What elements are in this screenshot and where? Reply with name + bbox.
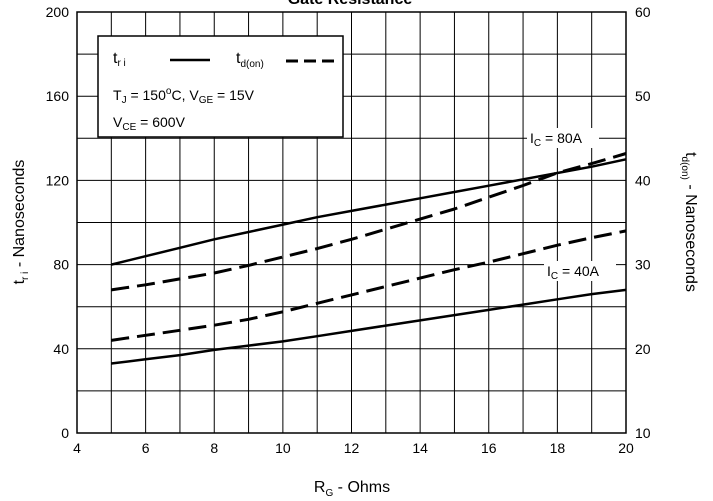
y-right-tick-label: 40 bbox=[635, 172, 651, 188]
series-line-tri-ic-40a bbox=[111, 288, 627, 365]
y-right-tick-label: 10 bbox=[635, 425, 651, 441]
y-right-tick-label: 30 bbox=[635, 257, 651, 273]
x-tick-label: 14 bbox=[412, 440, 428, 456]
series-line-tri-ic-80a bbox=[111, 158, 627, 266]
chart-title: Gate Resistance bbox=[288, 0, 413, 8]
series-line-tdon-ic-80a bbox=[111, 152, 627, 292]
plot-frame bbox=[76, 11, 627, 434]
x-tick-label: 12 bbox=[344, 440, 360, 456]
y-right-tick-label: 60 bbox=[635, 4, 651, 20]
x-tick-label: 8 bbox=[210, 440, 218, 456]
legend: tr i td(on) TJ = 150oC, VGE = 15V VCE = … bbox=[97, 35, 344, 138]
series-line-tdon-ic-40a bbox=[111, 229, 627, 342]
y-right-axis-label: td(on) - Nanoseconds bbox=[679, 152, 699, 292]
y-left-tick-label: 80 bbox=[53, 257, 69, 273]
x-tick-label: 10 bbox=[275, 440, 291, 456]
annotation-ic-40a-text: IC = 40A bbox=[547, 263, 600, 282]
y-left-axis-label: tr i - Nanoseconds bbox=[11, 160, 31, 285]
series-layer bbox=[111, 152, 627, 365]
annotation-ic-40a: IC = 40A bbox=[544, 261, 616, 282]
annotation-ic-80a: IC = 80A bbox=[527, 128, 599, 149]
x-tick-label: 4 bbox=[73, 440, 81, 456]
x-tick-labels: 4 6 8 10 12 14 16 18 20 bbox=[73, 440, 634, 456]
legend-conditions-2: VCE = 600V bbox=[113, 114, 186, 133]
x-axis-label: RG - Ohms bbox=[314, 479, 390, 499]
y-left-tick-labels: 0 40 80 120 160 200 bbox=[46, 4, 70, 441]
y-right-tick-label: 50 bbox=[635, 88, 651, 104]
x-tick-label: 20 bbox=[618, 440, 634, 456]
annotation-ic-80a-bg bbox=[527, 128, 599, 148]
annotation-ic-80a-text: IC = 80A bbox=[530, 130, 583, 149]
x-tick-label: 18 bbox=[550, 440, 566, 456]
legend-box bbox=[97, 35, 344, 138]
y-left-tick-label: 120 bbox=[46, 172, 70, 188]
y-left-tick-label: 200 bbox=[46, 4, 70, 20]
y-right-tick-labels: 10 20 30 40 50 60 bbox=[635, 4, 651, 441]
legend-tri-label: tr i bbox=[113, 50, 126, 69]
annotation-ic-40a-bg bbox=[544, 261, 616, 281]
y-right-tick-label: 20 bbox=[635, 341, 651, 357]
legend-conditions-1: TJ = 150oC, VGE = 15V bbox=[113, 86, 255, 106]
y-left-tick-label: 160 bbox=[46, 88, 70, 104]
x-tick-label: 16 bbox=[481, 440, 497, 456]
y-left-tick-label: 0 bbox=[61, 425, 69, 441]
y-left-tick-label: 40 bbox=[53, 341, 69, 357]
x-tick-label: 6 bbox=[142, 440, 150, 456]
legend-tdon-label: td(on) bbox=[236, 50, 264, 70]
